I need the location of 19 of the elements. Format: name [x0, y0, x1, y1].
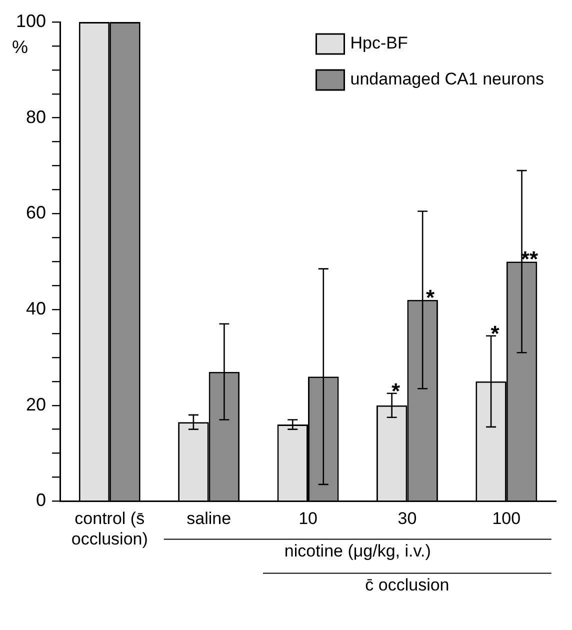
- legend-label: Hpc-BF: [350, 34, 408, 53]
- y-axis-title: %: [12, 36, 28, 57]
- annotation: *: [490, 320, 500, 346]
- x-tick-label: control (s̄ occlusion): [71, 509, 148, 548]
- x-tick-label: 100: [492, 509, 521, 528]
- x-tick-label: saline: [186, 509, 232, 528]
- annotation: *: [426, 285, 435, 310]
- legend-label: undamaged CA1 neurons: [350, 70, 544, 89]
- y-tick-label: 0: [36, 490, 46, 510]
- y-tick-label: 40: [26, 298, 46, 318]
- y-tick-label: 80: [26, 106, 46, 127]
- annotation: *: [392, 378, 401, 404]
- y-tick-label: 100: [16, 10, 46, 31]
- text: nicotine (μg/kg, i.v.): [284, 541, 431, 560]
- y-tick-label: 60: [26, 202, 46, 223]
- x-tick-label: 10: [298, 509, 318, 528]
- y-tick-label: 20: [26, 394, 46, 414]
- text: c̄ occlusion: [365, 575, 450, 594]
- x-tick-label: 30: [398, 509, 417, 528]
